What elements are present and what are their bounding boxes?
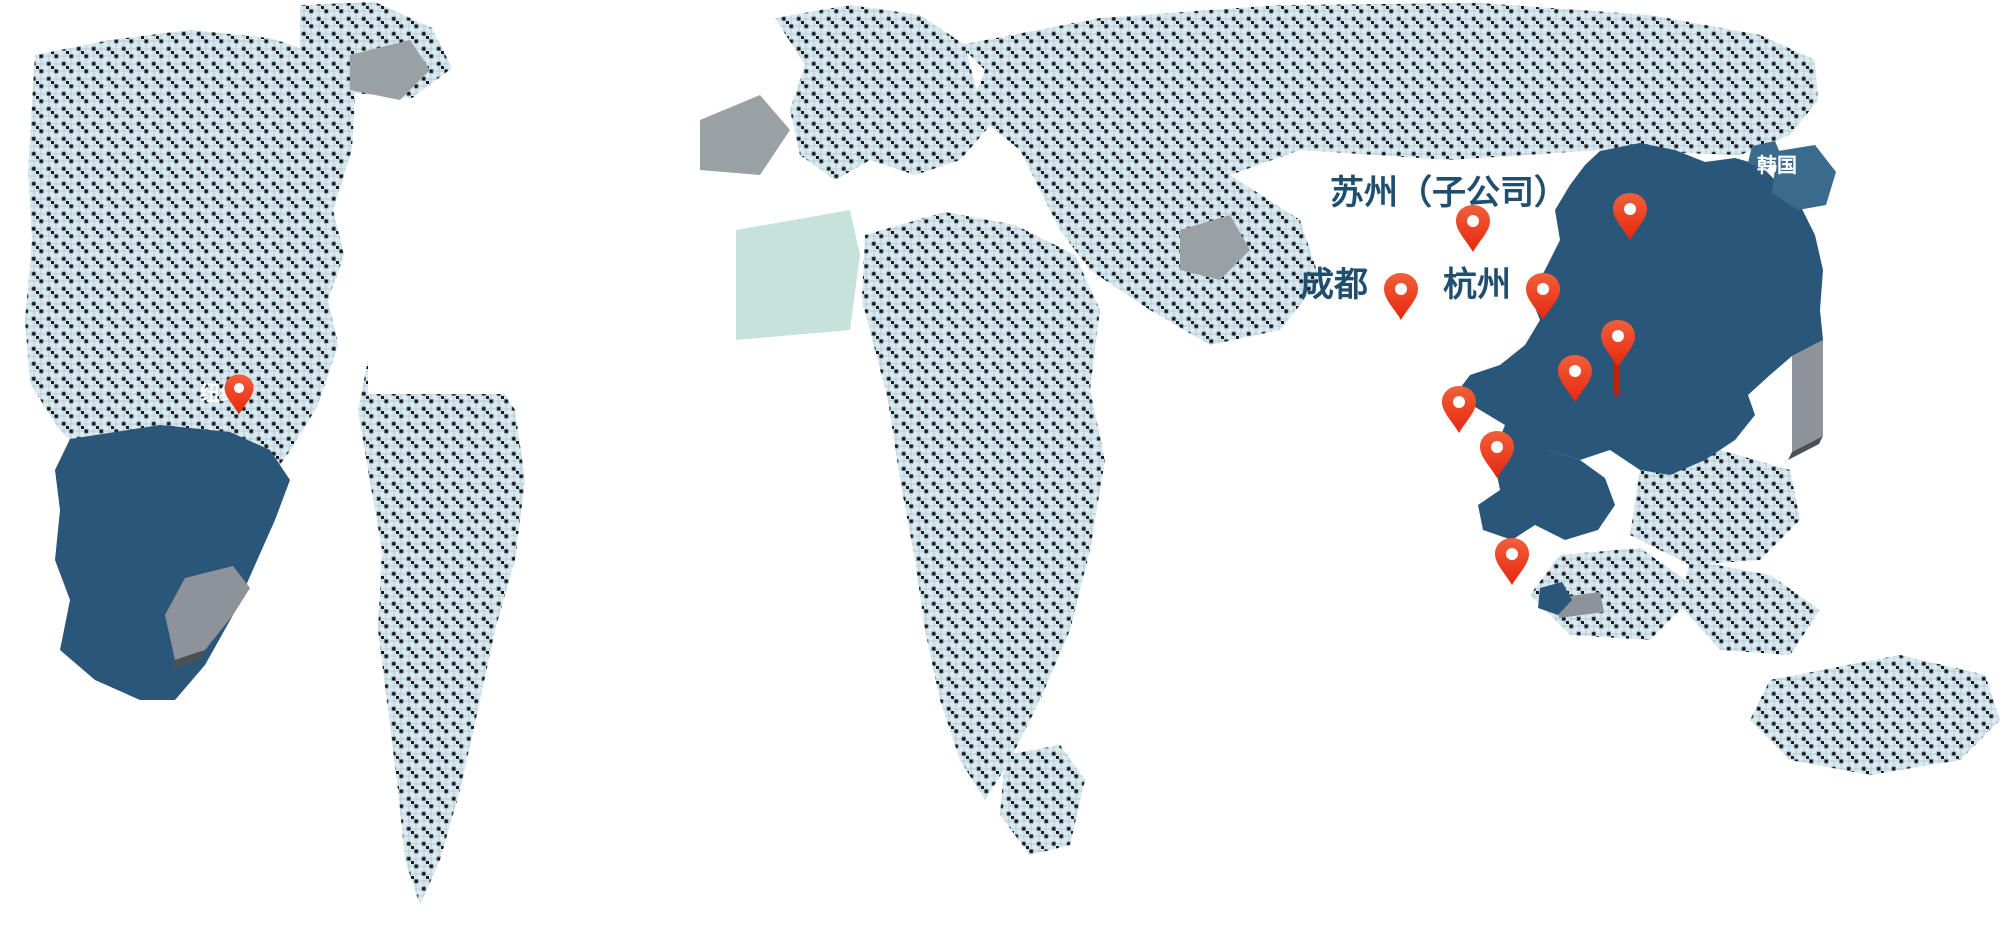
svg-text:苏州（子公司）: 苏州（子公司）	[1330, 173, 1568, 212]
svg-text:杭州: 杭州	[1443, 265, 1511, 304]
svg-text:成都: 成都	[1300, 266, 1368, 304]
svg-text:韩国: 韩国	[1757, 153, 1797, 177]
